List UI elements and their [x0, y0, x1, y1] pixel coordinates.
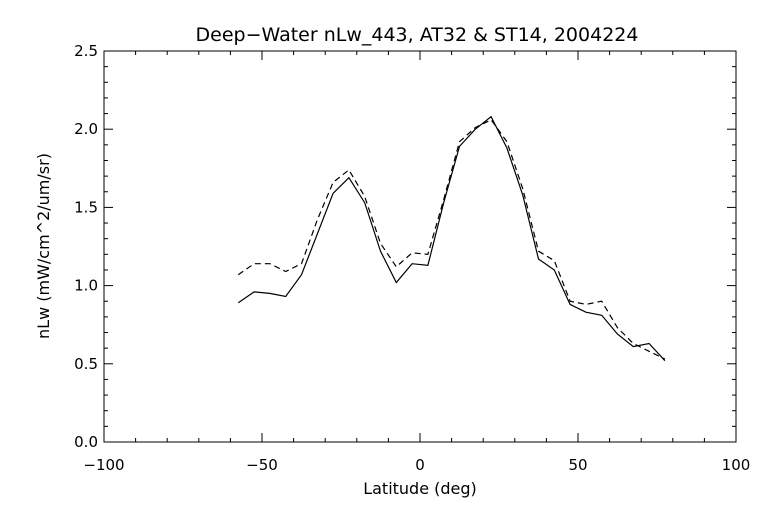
y-tick-label: 0.5 — [74, 355, 98, 373]
x-axis-label: Latitude (deg) — [363, 479, 477, 498]
y-tick-label: 1.0 — [74, 277, 98, 295]
x-tick-label: 0 — [415, 456, 425, 474]
y-tick-label: 0.0 — [74, 433, 98, 451]
y-axis-label: nLw (mW/cm^2/um/sr) — [34, 153, 53, 339]
series-line-solid — [237, 115, 666, 362]
y-tick-label: 1.5 — [74, 198, 98, 216]
y-tick-label: 2.0 — [74, 120, 98, 138]
x-tick-label: −100 — [83, 456, 124, 474]
x-tick-label: 50 — [568, 456, 587, 474]
y-tick-label: 2.5 — [74, 42, 98, 60]
x-tick-label: −50 — [246, 456, 278, 474]
series-line-dashed — [237, 119, 666, 360]
x-tick-label: 100 — [722, 456, 751, 474]
axis-ticks: −100 −50 0 50 100 0.0 0.5 1.0 1.5 2.0 2.5 — [74, 42, 750, 474]
series-group — [237, 115, 666, 362]
chart-title: Deep−Water nLw_443, AT32 & ST14, 2004224 — [196, 24, 639, 46]
plot-frame — [103, 50, 737, 443]
